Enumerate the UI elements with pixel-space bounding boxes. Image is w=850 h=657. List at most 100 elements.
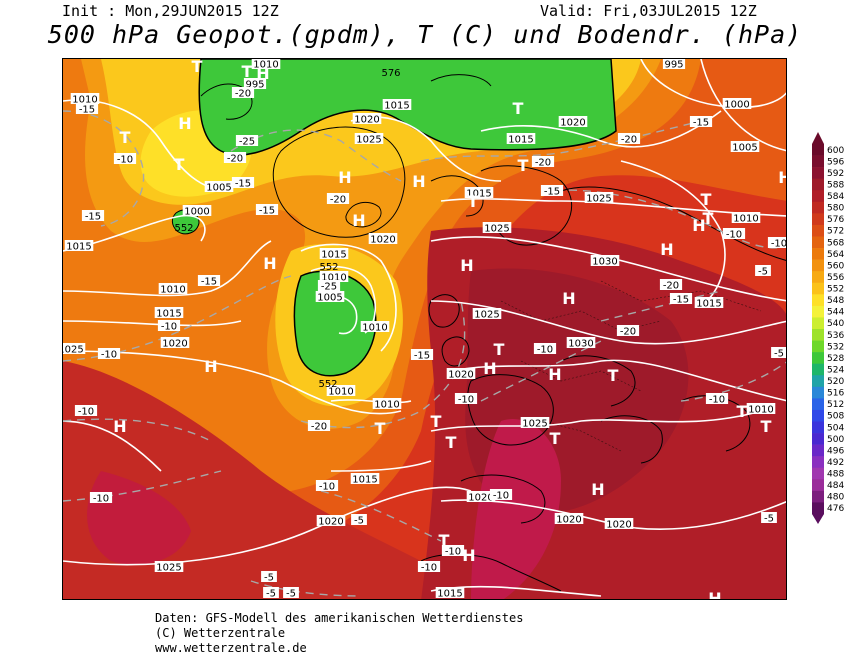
colorbar-swatch — [812, 375, 824, 388]
colorbar-swatch — [812, 236, 824, 249]
isotherm-label: -20 — [531, 156, 555, 169]
low-pressure-marker: T — [468, 192, 479, 211]
svg-text:1025: 1025 — [474, 310, 499, 321]
isotherm-label: -15 — [75, 103, 99, 116]
svg-text:-10: -10 — [709, 395, 725, 406]
isotherm-label: -15 — [410, 349, 434, 362]
isobar-label: 1025 — [520, 417, 550, 430]
isobar-label: 1010 — [360, 321, 390, 334]
svg-text:1020: 1020 — [370, 235, 395, 246]
isobar-label: 1010 — [158, 283, 188, 296]
svg-text:-20: -20 — [621, 135, 637, 146]
isobar-label: 1010 — [746, 403, 776, 416]
svg-text:-10: -10 — [161, 322, 177, 333]
svg-text:-10: -10 — [726, 230, 742, 241]
isobar-label: 1010 — [326, 385, 356, 398]
high-pressure-marker: H — [460, 256, 473, 275]
high-pressure-marker: H — [338, 168, 351, 187]
isobar-label: 1025 — [472, 308, 502, 321]
isotherm-label: -15 — [255, 204, 279, 217]
low-pressure-marker: T — [439, 531, 450, 550]
low-pressure-marker: T — [242, 62, 253, 81]
weather-map: 1010 1005 1000 1015 1010 1015 1020 1025 1010 995 1… — [62, 58, 787, 600]
isotherm-label: -20 — [617, 133, 641, 146]
isobar-label: 1015 — [464, 187, 494, 200]
colorbar-legend: 6005965925885845805765725685645605565525… — [812, 132, 844, 524]
svg-text:1020: 1020 — [560, 118, 585, 129]
svg-text:-10: -10 — [445, 547, 461, 558]
isobar-label: 1030 — [566, 337, 596, 350]
colorbar-bottom-arrow — [812, 514, 824, 524]
init-time: Init : Mon,29JUN2015 12Z — [62, 2, 279, 20]
isotherm-label: -5 — [263, 587, 279, 599]
high-pressure-marker: H — [692, 216, 705, 235]
colorbar-level-label: 544 — [827, 308, 844, 318]
svg-text:-5: -5 — [764, 514, 774, 525]
low-pressure-marker: T — [192, 59, 203, 76]
isobar-label: 995 — [243, 78, 267, 91]
isotherm-label: -15 — [669, 293, 693, 306]
svg-text:1010: 1010 — [253, 60, 278, 71]
isotherm-label: -10 — [722, 228, 746, 241]
svg-text:1020: 1020 — [448, 370, 473, 381]
high-pressure-marker: H — [483, 359, 496, 378]
isobar-label: 1025 — [482, 222, 512, 235]
colorbar-level-label: 520 — [827, 377, 844, 387]
svg-text:-20: -20 — [620, 327, 636, 338]
svg-text:-20: -20 — [535, 158, 551, 169]
isobar-label: 1000 — [182, 205, 212, 218]
svg-text:1015: 1015 — [437, 589, 462, 600]
svg-text:-25: -25 — [321, 282, 337, 293]
svg-text:1025: 1025 — [356, 135, 381, 146]
low-pressure-marker: T — [375, 419, 386, 438]
svg-text:1005: 1005 — [732, 143, 757, 154]
colorbar-swatch — [812, 317, 824, 330]
isobar-label: 1015 — [435, 587, 465, 600]
svg-text:1025: 1025 — [586, 194, 611, 205]
low-pressure-marker: T — [513, 99, 524, 118]
colorbar-level-label: 508 — [827, 412, 844, 422]
low-pressure-marker: T — [518, 156, 529, 175]
high-pressure-marker: H — [778, 168, 787, 187]
svg-text:-15: -15 — [235, 179, 251, 190]
colorbar-swatch — [812, 433, 824, 445]
isotherm-label: -10 — [533, 343, 557, 356]
colorbar-swatch — [812, 190, 824, 203]
isotherm-label: -10 — [113, 153, 137, 166]
isotherm-label: -15 — [81, 210, 105, 223]
svg-text:995: 995 — [664, 60, 683, 71]
isotherm-label: -5 — [261, 571, 277, 584]
isobar-label: 1015 — [154, 307, 184, 320]
colorbar-level-label: 556 — [827, 273, 844, 283]
high-pressure-marker: H — [178, 114, 191, 133]
colorbar-swatch — [812, 340, 824, 353]
colorbar-level-label: 596 — [827, 157, 844, 167]
colorbar-swatch — [812, 259, 824, 272]
valid-time: Valid: Fri,03JUL2015 12Z — [540, 2, 757, 20]
isobar-label: 1030 — [590, 255, 620, 268]
low-pressure-marker: T — [174, 155, 185, 174]
field-magenta-iberia — [471, 419, 561, 599]
colorbar-level-label: 476 — [827, 504, 844, 514]
isobar-label: 1020 — [368, 233, 398, 246]
svg-text:-20: -20 — [311, 422, 327, 433]
colorbar-level-label: 500 — [827, 435, 844, 445]
isotherm-label: -5 — [761, 512, 777, 525]
high-pressure-marker: H — [591, 480, 604, 499]
isotherm-label: -20 — [659, 279, 683, 292]
svg-text:1010: 1010 — [328, 387, 353, 398]
colorbar-level-label: 576 — [827, 215, 844, 225]
colorbar-swatch — [812, 352, 824, 364]
svg-text:1020: 1020 — [162, 339, 187, 350]
footer-data-source: Daten: GFS-Modell des amerikanischen Wet… — [155, 611, 524, 625]
svg-text:-10: -10 — [458, 395, 474, 406]
low-pressure-marker: T — [494, 340, 505, 359]
colorbar-level-label: 560 — [827, 261, 844, 271]
map-title: 500 hPa Geopot.(gpdm), T (C) und Bodendr… — [47, 20, 803, 49]
high-pressure-marker: H — [462, 546, 475, 565]
colorbar-swatch — [812, 248, 824, 260]
colorbar-level-label: 516 — [827, 389, 844, 399]
svg-text:-20: -20 — [227, 154, 243, 165]
isobar-label: 1020 — [160, 337, 190, 350]
isobar-label: 1015 — [382, 99, 412, 112]
